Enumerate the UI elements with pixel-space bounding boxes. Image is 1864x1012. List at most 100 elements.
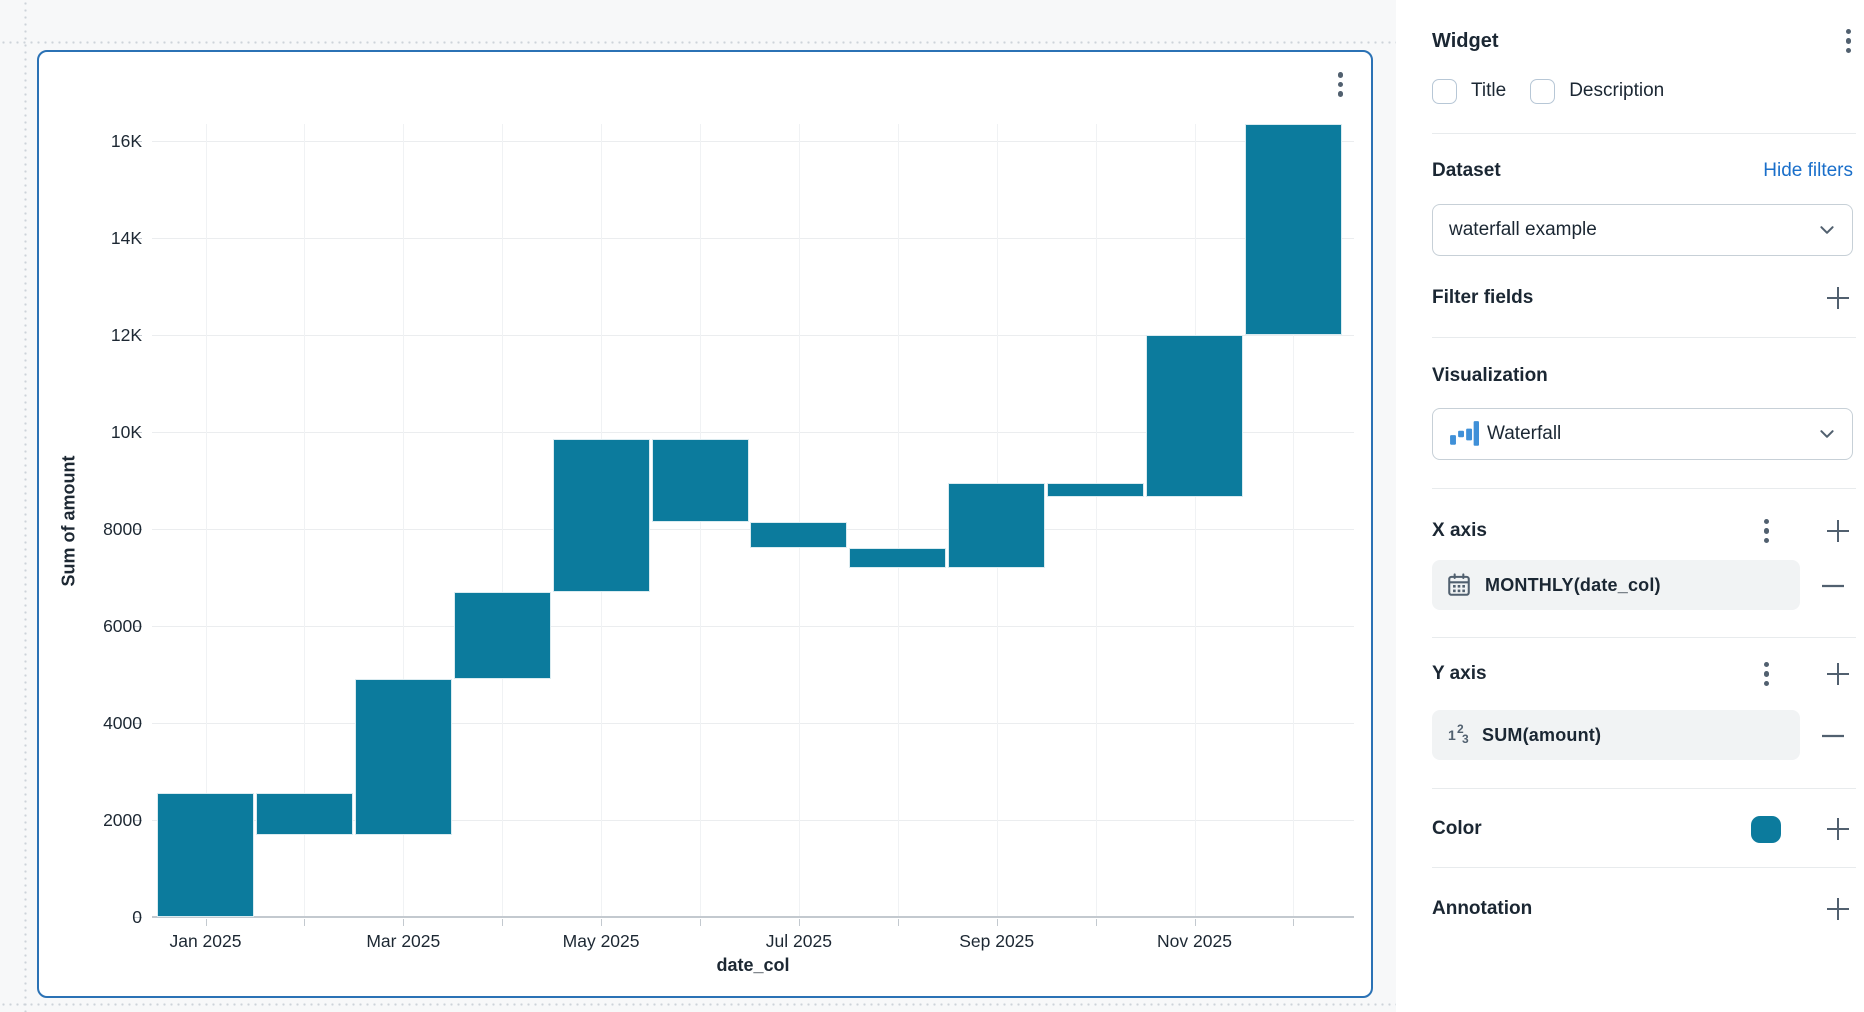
gridline-vertical — [1095, 124, 1097, 917]
x-axis-line — [152, 916, 1354, 918]
gridline-vertical — [403, 124, 405, 917]
y-axis-field-label: SUM(amount) — [1482, 724, 1602, 745]
y-axis-tick-label: 2000 — [103, 810, 142, 830]
color-heading: Color — [1432, 818, 1482, 839]
waterfall-bar[interactable] — [948, 482, 1046, 568]
hide-filters-link[interactable]: Hide filters — [1763, 160, 1853, 181]
waterfall-bar[interactable] — [750, 521, 848, 549]
filter-fields-heading: Filter fields — [1432, 287, 1534, 308]
x-axis-tick — [304, 919, 306, 926]
x-axis-tick-label: Sep 2025 — [959, 931, 1035, 951]
y-axis-tick — [134, 626, 142, 627]
y-axis-add-plus-icon[interactable] — [1825, 661, 1851, 687]
gridline-horizontal — [152, 626, 1354, 627]
waterfall-bar[interactable] — [157, 793, 254, 917]
x-axis-tick — [403, 919, 405, 926]
gridline-horizontal — [152, 723, 1354, 724]
visualization-select-value: Waterfall — [1487, 423, 1562, 444]
gridline-horizontal — [152, 335, 1354, 336]
visualization-select[interactable]: Waterfall — [1432, 408, 1853, 460]
gridline-horizontal — [152, 820, 1354, 821]
calendar-icon — [1448, 573, 1470, 596]
dataset-heading: Dataset — [1432, 160, 1501, 181]
grid-dotted-line — [0, 1003, 1396, 1006]
dashboard-canvas: Sum of amount date_col 0 2000 4000 6000 8000… — [0, 0, 1396, 1012]
divider — [1432, 337, 1856, 338]
x-axis-field-label: MONTHLY(date_col) — [1485, 574, 1661, 595]
waterfall-bar[interactable] — [849, 548, 947, 568]
gridline-horizontal — [152, 238, 1354, 239]
y-axis-tick — [134, 238, 142, 239]
waterfall-bar[interactable] — [1146, 335, 1243, 498]
chart-widget-menu-icon[interactable] — [1334, 68, 1348, 101]
x-axis-tick — [1095, 919, 1097, 926]
chart-widget-card[interactable]: Sum of amount date_col 0 2000 4000 6000 8000… — [37, 50, 1373, 998]
gridline-horizontal — [152, 432, 1354, 433]
color-add-plus-icon[interactable] — [1825, 816, 1851, 842]
x-axis-remove-minus-icon[interactable] — [1820, 573, 1846, 599]
y-axis-tick — [134, 723, 142, 724]
waterfall-bar[interactable] — [354, 679, 452, 835]
gridline-vertical — [1194, 124, 1196, 917]
x-axis-tick-label: Mar 2025 — [366, 931, 441, 951]
x-axis-tick — [1194, 919, 1196, 926]
x-axis-tick — [798, 919, 800, 926]
grid-dotted-line — [0, 41, 1396, 44]
x-axis-kebab-icon[interactable] — [1763, 518, 1769, 544]
title-checkbox-label: Title — [1471, 80, 1507, 101]
y-axis-tick-label: 0 — [132, 907, 142, 927]
divider — [1432, 637, 1856, 638]
widget-options-kebab-icon[interactable] — [1845, 28, 1851, 54]
dataset-select-value: waterfall example — [1449, 219, 1597, 240]
y-axis-tick — [134, 820, 142, 821]
gridline-vertical — [798, 124, 800, 917]
y-axis-tick — [134, 432, 142, 433]
dataset-select[interactable]: waterfall example — [1432, 204, 1853, 256]
divider — [1432, 788, 1856, 789]
x-axis-tick — [700, 919, 701, 926]
add-filter-plus-icon[interactable] — [1825, 285, 1851, 311]
waterfall-bar[interactable] — [1244, 124, 1342, 335]
y-axis-tick — [134, 917, 142, 918]
description-checkbox[interactable] — [1530, 78, 1556, 104]
x-axis-tick — [205, 919, 207, 926]
x-axis-add-plus-icon[interactable] — [1825, 518, 1851, 544]
waterfall-bar[interactable] — [651, 439, 749, 522]
y-axis-remove-minus-icon[interactable] — [1820, 723, 1846, 749]
annotation-add-plus-icon[interactable] — [1825, 896, 1851, 922]
panel-title: Widget — [1432, 29, 1499, 52]
y-axis-tick-label: 8000 — [103, 519, 142, 539]
waterfall-bar[interactable] — [1047, 482, 1145, 498]
x-axis-tick-label: Nov 2025 — [1157, 931, 1232, 951]
chevron-down-icon — [1820, 430, 1834, 438]
x-axis-field-chip[interactable]: MONTHLY(date_col) — [1432, 560, 1800, 610]
divider — [1432, 488, 1856, 489]
color-swatch[interactable] — [1751, 815, 1781, 843]
grid-dotted-line — [24, 0, 27, 1012]
x-axis-tick-label: Jan 2025 — [169, 931, 242, 951]
gridline-vertical — [897, 124, 899, 917]
divider — [1432, 133, 1856, 134]
annotation-heading: Annotation — [1432, 898, 1533, 919]
y-axis-tick-label: 10K — [110, 422, 142, 442]
waterfall-bar[interactable] — [255, 793, 353, 835]
y-axis-kebab-icon[interactable] — [1763, 661, 1769, 687]
x-axis-tick — [601, 919, 603, 926]
x-axis-tick — [502, 919, 504, 926]
gridline-vertical — [304, 124, 306, 917]
x-axis-title: date_col — [716, 955, 790, 975]
x-axis-tick — [1293, 919, 1295, 926]
gridline-vertical — [1293, 124, 1295, 917]
waterfall-chart: Sum of amount date_col 0 2000 4000 6000 8000… — [39, 52, 1371, 996]
y-axis-tick-label: 14K — [110, 228, 142, 248]
x-axis-heading: X axis — [1432, 520, 1487, 541]
waterfall-bar[interactable] — [552, 439, 650, 593]
gridline-vertical — [502, 124, 504, 917]
title-checkbox[interactable] — [1432, 78, 1457, 104]
waterfall-chart-icon — [1450, 421, 1479, 446]
waterfall-bar[interactable] — [453, 592, 551, 680]
y-axis-heading: Y axis — [1432, 663, 1487, 684]
